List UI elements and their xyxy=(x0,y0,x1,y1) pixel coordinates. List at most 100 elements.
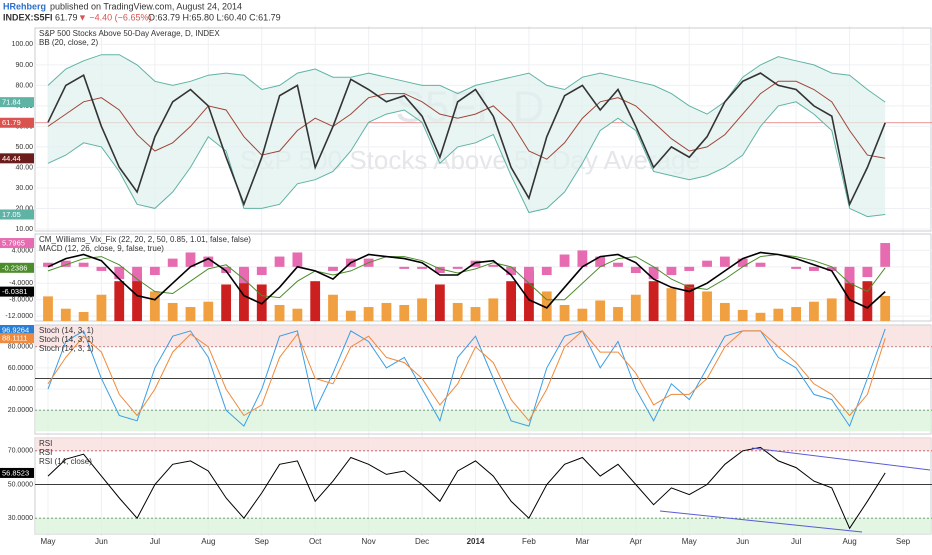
bar xyxy=(702,291,712,321)
y-tick-label: -4.0000 xyxy=(9,280,33,287)
bar xyxy=(96,266,107,271)
bar xyxy=(559,304,570,321)
bar xyxy=(381,302,392,321)
line xyxy=(47,253,886,301)
bar xyxy=(791,266,802,269)
bar xyxy=(96,294,107,321)
bar xyxy=(524,270,534,321)
y-tick-label: 10.00 xyxy=(15,226,33,233)
bar xyxy=(488,298,499,321)
ohlc: O:63.79 H:65.80 L:60.40 C:61.79 xyxy=(148,12,281,22)
bar xyxy=(595,256,606,267)
bar xyxy=(149,266,160,276)
bar xyxy=(132,266,142,282)
bar xyxy=(613,262,623,267)
bar xyxy=(826,298,837,321)
y-tick-label: 70.0000 xyxy=(8,448,33,455)
price-tag-label: 5.7965 xyxy=(2,239,25,248)
bar xyxy=(809,266,819,271)
bar xyxy=(203,256,214,267)
bar xyxy=(488,264,499,267)
bar xyxy=(755,312,766,321)
x-tick-label: Aug xyxy=(201,537,215,546)
price-tag-label: -0.2386 xyxy=(2,263,27,272)
bar xyxy=(648,266,659,280)
bar xyxy=(399,266,410,269)
y-tick-label: 4.0000 xyxy=(12,247,34,254)
bar xyxy=(167,258,178,267)
x-tick-label: Apr xyxy=(630,537,643,546)
x-tick-label: May xyxy=(682,537,697,546)
bar xyxy=(648,281,659,321)
bar xyxy=(737,258,748,267)
x-tick-label: Dec xyxy=(415,537,429,546)
bar xyxy=(239,266,249,284)
bar xyxy=(43,296,53,321)
y-tick-label: 90.00 xyxy=(15,62,33,69)
bar xyxy=(880,295,891,321)
zone xyxy=(35,325,931,347)
pane-label: S&P 500 Stocks Above 50-Day Average, D, … xyxy=(39,29,220,38)
bar xyxy=(167,302,178,321)
line xyxy=(47,72,886,207)
change: ▼ −4.40 (−6.65%) xyxy=(78,12,151,22)
bar xyxy=(666,288,677,321)
x-tick-label: Feb xyxy=(522,537,536,546)
x-tick-label: Nov xyxy=(362,537,376,546)
price-tag xyxy=(0,325,34,335)
trend-line xyxy=(751,447,931,471)
bar xyxy=(292,308,303,321)
bar xyxy=(862,281,873,321)
line xyxy=(47,330,886,422)
bar xyxy=(221,266,232,273)
bar xyxy=(826,266,837,271)
pane-label: RSI xyxy=(39,448,52,457)
bar xyxy=(702,260,712,267)
bar xyxy=(719,302,730,321)
bar xyxy=(452,266,463,269)
bar xyxy=(506,281,517,321)
bar xyxy=(524,266,534,284)
bar xyxy=(452,302,463,321)
bar xyxy=(844,266,855,284)
bar xyxy=(78,311,89,321)
bar xyxy=(577,308,588,321)
price-tag xyxy=(0,286,34,297)
line xyxy=(47,101,886,218)
author[interactable]: HRehberg xyxy=(3,1,46,11)
price-tag xyxy=(0,467,34,478)
bar xyxy=(630,266,641,273)
x-tick-label: Jul xyxy=(150,537,160,546)
price-tag xyxy=(0,333,34,344)
price-tag-label: 88.1111 xyxy=(2,334,27,343)
panes: May Jun Jul Aug Sep Oct Nov Dec 2014 Feb Mar Apr May… xyxy=(0,26,932,546)
bar xyxy=(149,291,160,321)
bar xyxy=(577,250,588,267)
pane-label: RSI xyxy=(39,439,52,448)
bar xyxy=(399,304,410,321)
bar xyxy=(737,309,748,321)
y-tick-label: 50.00 xyxy=(15,144,33,151)
price-tag-label: 61.79 xyxy=(2,118,21,127)
x-tick-label: Jun xyxy=(95,537,108,546)
bar xyxy=(559,254,570,267)
y-tick-label: 20.00 xyxy=(15,205,33,212)
y-tick-label: 80.00 xyxy=(15,82,33,89)
bar xyxy=(809,301,819,321)
price-tag-label: 17.05 xyxy=(2,210,21,219)
pane-label: BB (20, close, 2) xyxy=(39,38,98,47)
pane-frame xyxy=(34,324,932,435)
line xyxy=(47,54,886,115)
price-tag-label: 44.44 xyxy=(2,154,21,163)
bar xyxy=(417,298,427,321)
bar xyxy=(221,284,232,321)
pane-frame xyxy=(34,27,932,232)
bar xyxy=(345,310,356,321)
bar xyxy=(60,260,71,267)
x-tick-label: Aug xyxy=(842,537,856,546)
pane-label: RSI (14, close) xyxy=(39,457,92,466)
trend-line xyxy=(659,510,863,533)
y-tick-label: 20.0000 xyxy=(8,407,33,414)
pane-label: Stoch (14, 3, 1) xyxy=(39,326,94,335)
zone xyxy=(35,410,931,432)
